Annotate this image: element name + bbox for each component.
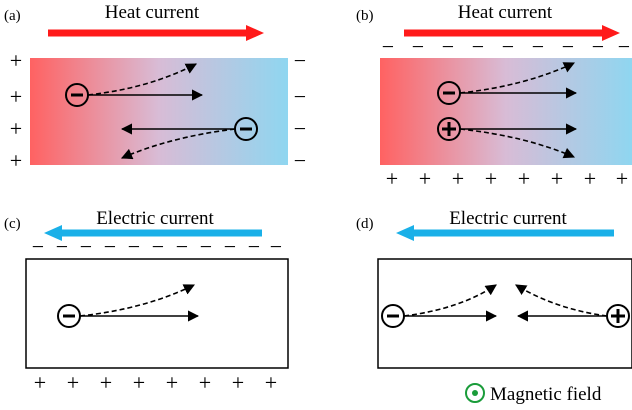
svg-text:−: −: [562, 34, 574, 59]
svg-text:−: −: [502, 34, 514, 59]
panel-c-letter: (c): [4, 216, 21, 232]
svg-text:−: −: [382, 34, 394, 59]
svg-text:+: +: [199, 370, 211, 395]
panel-b-letter: (b): [356, 8, 374, 24]
right-minus-signs: − − − −: [294, 48, 306, 173]
svg-text:−: −: [128, 234, 140, 259]
svg-text:+: +: [616, 166, 628, 191]
svg-text:+: +: [10, 84, 22, 109]
svg-text:−: −: [80, 234, 92, 259]
magnetic-field-icon: [465, 383, 485, 403]
svg-text:+: +: [232, 370, 244, 395]
svg-text:+: +: [10, 116, 22, 141]
svg-text:+: +: [34, 370, 46, 395]
bottom-plus-signs: + + + + + + + +: [386, 166, 628, 191]
svg-text:−: −: [270, 234, 282, 259]
svg-text:+: +: [419, 166, 431, 191]
svg-text:−: −: [248, 234, 260, 259]
panel-b: (b) Heat current − − − − − − − − − + + +…: [356, 2, 632, 191]
panel-d-title: Electric current: [449, 208, 567, 229]
svg-text:−: −: [294, 116, 306, 141]
svg-text:+: +: [100, 370, 112, 395]
electric-current-arrow: [44, 225, 262, 241]
panel-b-title: Heat current: [458, 2, 553, 23]
svg-text:−: −: [442, 34, 454, 59]
trajectory-deflected: [87, 63, 197, 96]
svg-text:−: −: [176, 234, 188, 259]
sample-bar-gradient: [30, 58, 288, 165]
top-minus-signs: − − − − − − − − − − −: [32, 234, 282, 259]
top-minus-signs: − − − − − − − − −: [382, 34, 630, 59]
panel-a-title: Heat current: [105, 2, 200, 23]
trajectory-deflected: [79, 284, 196, 317]
svg-text:−: −: [152, 234, 164, 259]
svg-text:−: −: [412, 34, 424, 59]
bottom-plus-signs: + + + + + + + +: [34, 370, 277, 395]
hole-plus-icon: [606, 304, 630, 328]
svg-text:+: +: [551, 166, 563, 191]
panel-d-letter: (d): [356, 216, 374, 232]
svg-text:−: −: [618, 34, 630, 59]
svg-text:+: +: [265, 370, 277, 395]
trajectory-deflected: [403, 284, 497, 317]
svg-text:−: −: [200, 234, 212, 259]
svg-text:+: +: [584, 166, 596, 191]
svg-text:+: +: [133, 370, 145, 395]
sample-bar-gradient: [380, 58, 632, 165]
trajectory-deflected: [459, 62, 576, 94]
svg-text:−: −: [472, 34, 484, 59]
svg-text:−: −: [592, 34, 604, 59]
panel-a-letter: (a): [4, 8, 21, 24]
svg-text:+: +: [386, 166, 398, 191]
svg-text:−: −: [56, 234, 68, 259]
svg-text:−: −: [294, 48, 306, 73]
svg-text:+: +: [67, 370, 79, 395]
trajectory-deflected: [120, 128, 236, 160]
panel-d: (d) Electric current: [356, 208, 632, 369]
svg-text:−: −: [532, 34, 544, 59]
svg-text:−: −: [294, 148, 306, 173]
svg-text:−: −: [32, 234, 44, 259]
panel-a: (a) Heat current + + + + − − − −: [4, 2, 306, 173]
svg-text:+: +: [10, 48, 22, 73]
heat-current-arrow: [404, 25, 620, 41]
left-plus-signs: + + + +: [10, 48, 22, 173]
trajectory-deflected: [515, 284, 608, 317]
legend: Magnetic field: [465, 383, 602, 405]
svg-text:+: +: [166, 370, 178, 395]
sample-bar: [25, 258, 289, 369]
panel-c: (c) Electric current − − − − − − − − − −…: [4, 208, 289, 395]
svg-text:−: −: [294, 84, 306, 109]
svg-text:+: +: [485, 166, 497, 191]
legend-label: Magnetic field: [490, 384, 602, 405]
heat-current-arrow: [48, 25, 264, 41]
panel-c-title: Electric current: [96, 208, 214, 229]
svg-text:−: −: [104, 234, 116, 259]
svg-text:−: −: [224, 234, 236, 259]
svg-text:+: +: [10, 148, 22, 173]
electric-current-arrow: [396, 225, 614, 241]
trajectory-deflected: [459, 128, 576, 159]
svg-text:+: +: [452, 166, 464, 191]
svg-text:+: +: [518, 166, 530, 191]
